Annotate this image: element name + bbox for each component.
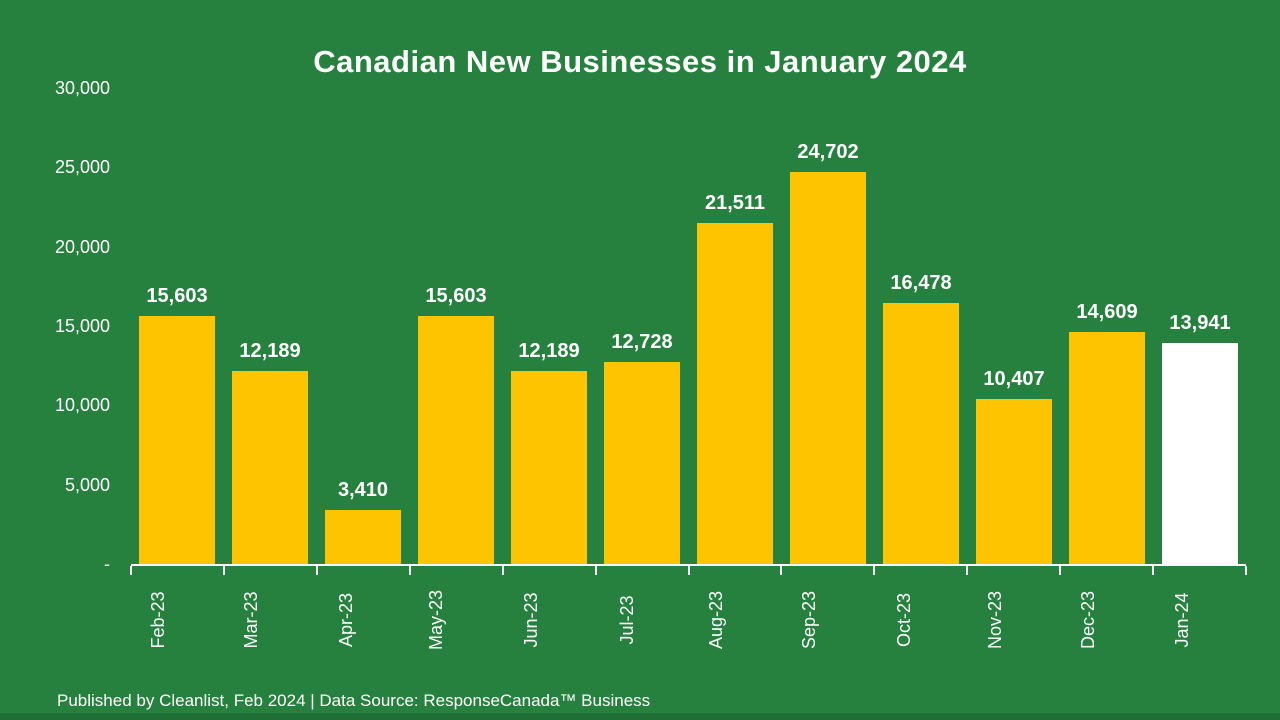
bar-value-label: 21,511	[704, 192, 766, 214]
bar-value-label: 12,189	[239, 340, 301, 362]
x-tick-label: Sep-23	[798, 590, 819, 650]
y-tick-label: 15,000	[54, 316, 110, 336]
y-tick-label: 25,000	[54, 157, 110, 178]
bar-Jun-23	[511, 371, 587, 564]
x-tick-label: Feb-23	[148, 591, 169, 649]
x-axis-tick	[780, 566, 782, 575]
source-caption: Published by Cleanlist, Feb 2024 | Data …	[57, 691, 651, 710]
x-axis-tick	[873, 566, 875, 575]
x-axis-tick	[316, 566, 318, 575]
x-axis-tick	[595, 566, 597, 575]
bar-value-label: 3,410	[337, 479, 389, 501]
bar-Aug-23	[697, 223, 773, 564]
bar-Sep-23	[790, 172, 866, 564]
x-tick-label: Aug-23	[705, 590, 726, 650]
x-tick-label: Mar-23	[241, 591, 262, 649]
bar-Jan-24	[1162, 343, 1238, 564]
x-axis-line	[131, 564, 1246, 566]
x-axis-tick	[130, 566, 132, 575]
bar-value-label: 13,941	[1169, 312, 1231, 334]
x-axis-tick	[966, 566, 968, 575]
bar-Mar-23	[232, 371, 308, 564]
x-axis-tick	[688, 566, 690, 575]
y-tick-label: -	[104, 554, 110, 574]
bar-Feb-23	[139, 316, 215, 564]
x-axis-tick	[1245, 566, 1247, 575]
bar-value-label: 15,603	[425, 285, 487, 307]
x-tick-label: May-23	[425, 589, 446, 651]
bottom-strip	[0, 713, 1280, 720]
bar-value-label: 24,702	[797, 141, 859, 163]
bar-Apr-23	[325, 510, 401, 564]
y-tick-label: 10,000	[54, 395, 110, 416]
x-axis-tick	[502, 566, 504, 575]
bar-value-label: 14,609	[1076, 301, 1138, 323]
x-tick-label: Apr-23	[335, 592, 356, 648]
bar-value-label: 12,189	[518, 340, 580, 362]
x-tick-label: Jun-23	[521, 592, 542, 648]
x-tick-label: Oct-23	[893, 592, 914, 648]
bar-Dec-23	[1069, 332, 1145, 564]
x-axis-tick	[223, 566, 225, 575]
bar-May-23	[418, 316, 494, 564]
x-tick-label: Dec-23	[1077, 590, 1098, 650]
bar-Jul-23	[604, 362, 680, 564]
x-axis-tick	[1059, 566, 1061, 575]
x-axis-tick	[409, 566, 411, 575]
x-tick-label: Jan-24	[1172, 592, 1193, 648]
x-axis-tick	[1152, 566, 1154, 575]
chart-title: Canadian New Businesses in January 2024	[313, 44, 967, 79]
bar-value-label: 12,728	[611, 331, 673, 353]
bar-Oct-23	[883, 303, 959, 564]
x-tick-label: Jul-23	[617, 595, 638, 645]
y-tick-label: 5,000	[64, 474, 110, 495]
bar-Nov-23	[976, 399, 1052, 564]
bar-value-label: 10,407	[983, 368, 1045, 390]
y-tick-label: 30,000	[54, 78, 110, 98]
x-tick-label: Nov-23	[984, 590, 1005, 650]
y-tick-label: 20,000	[54, 236, 110, 257]
bar-value-label: 15,603	[146, 285, 208, 307]
bar-value-label: 16,478	[890, 272, 952, 294]
